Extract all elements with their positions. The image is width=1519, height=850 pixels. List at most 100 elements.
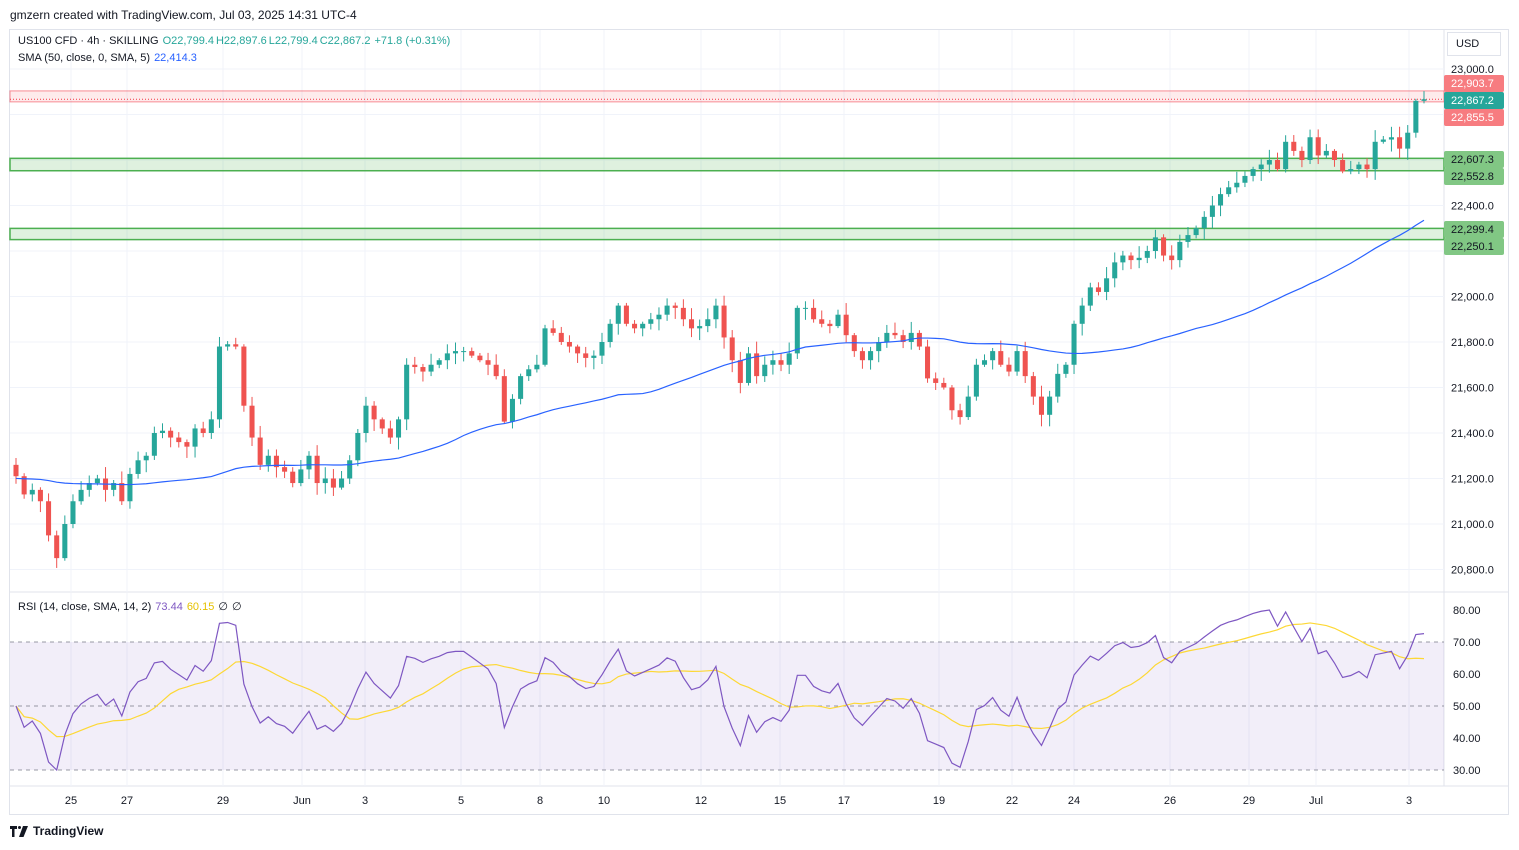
sma-legend: SMA (50, close, 0, SMA, 5) 22,414.3 — [18, 52, 201, 64]
candle-body — [420, 367, 426, 372]
candle-body — [1323, 150, 1329, 156]
support-zone — [9, 157, 1445, 172]
candle-body — [965, 396, 971, 418]
candle-body — [1258, 164, 1264, 170]
tradingview-brand: TradingView — [33, 824, 104, 838]
candle-body — [957, 410, 963, 418]
time-axis-label: 15 — [774, 795, 786, 807]
candle-body — [1226, 187, 1232, 195]
price-axis-label: 22,000.0 — [1451, 292, 1494, 304]
candle-body — [1291, 141, 1297, 151]
candle-body — [1413, 100, 1419, 133]
price-label-text: 22,903.7 — [1451, 78, 1494, 90]
candle-body — [1071, 323, 1077, 365]
candle-body — [892, 332, 898, 336]
candle-body — [1380, 139, 1386, 142]
tradingview-logo: TradingView — [10, 824, 103, 838]
candle-body — [159, 430, 166, 433]
candle-body — [859, 351, 865, 361]
rsi-axis-label: 80.00 — [1453, 605, 1481, 617]
candle-body — [273, 455, 279, 468]
candle-body — [1161, 237, 1167, 256]
candle-body — [1299, 150, 1305, 160]
ohlc-open: O22,799.4 — [162, 35, 214, 47]
candle-body — [721, 305, 727, 338]
candle-body — [469, 351, 475, 356]
candle-body — [900, 335, 906, 342]
candle-body — [225, 344, 231, 347]
price-label-text: 22,607.3 — [1451, 154, 1494, 166]
candle-body — [151, 433, 157, 456]
candle-body — [1030, 376, 1036, 397]
candle-body — [1307, 137, 1313, 160]
time-axis-label: 8 — [537, 795, 543, 807]
candle-body — [1372, 141, 1378, 170]
price-axis-label: 21,200.0 — [1451, 474, 1494, 486]
time-axis-label: 5 — [458, 795, 464, 807]
support-zone — [9, 227, 1445, 241]
candle-body — [1014, 351, 1020, 372]
candle-body — [623, 305, 629, 324]
candle-body — [1055, 373, 1061, 397]
candle-body — [135, 460, 141, 474]
candle-body — [371, 405, 377, 420]
price-axis-label: 21,000.0 — [1451, 519, 1494, 531]
rsi-extra-2: ∅ — [231, 601, 242, 613]
candle-body — [200, 428, 206, 433]
candle-body — [550, 328, 556, 333]
candle-body — [184, 442, 190, 447]
candle-body — [501, 376, 507, 422]
candle-body — [680, 307, 686, 320]
candle-body — [1242, 175, 1248, 183]
price-label-badge — [1444, 109, 1504, 126]
candle-body — [62, 524, 68, 559]
candle-body — [1209, 205, 1215, 217]
ohlc-change: +71.8 (+0.31%) — [374, 35, 451, 47]
candle-body — [566, 342, 572, 347]
tradingview-logo-icon — [10, 825, 28, 837]
rsi-line — [15, 609, 1425, 772]
candle-body — [111, 483, 117, 490]
candle-body — [843, 314, 849, 336]
price-label-text: 22,299.4 — [1451, 224, 1494, 236]
time-axis-label: 27 — [121, 795, 133, 807]
candle-body — [754, 353, 760, 377]
symbol-label[interactable]: US100 CFD · 4h · SKILLING — [18, 35, 159, 47]
candle-body — [819, 319, 825, 324]
candle-body — [477, 355, 483, 361]
price-label-badge — [1444, 168, 1504, 185]
price-axis-label: 20,800.0 — [1451, 565, 1494, 577]
time-axis-label: 25 — [65, 795, 77, 807]
candle-body — [648, 319, 654, 324]
price-axis-label: 22,400.0 — [1451, 201, 1494, 213]
candle-body — [916, 332, 922, 347]
candle-body — [835, 314, 841, 327]
candle-body — [444, 353, 450, 361]
candle-body — [599, 342, 605, 356]
candle-body — [395, 419, 402, 438]
candle-body — [1087, 287, 1093, 306]
candle-body — [1218, 194, 1224, 206]
time-axis-label: 10 — [598, 795, 610, 807]
candle-body — [1169, 255, 1175, 261]
candle-body — [632, 323, 638, 329]
candle-body — [37, 489, 43, 502]
candle-body — [485, 360, 491, 365]
candle-body — [1250, 169, 1256, 176]
candle-body — [1421, 99, 1427, 101]
candle-body — [542, 328, 548, 365]
candle-body — [257, 437, 263, 465]
candle-body — [518, 376, 524, 399]
rsi-label[interactable]: RSI (14, close, SMA, 14, 2) — [18, 601, 152, 613]
candle-body — [1364, 164, 1370, 170]
candle-body — [363, 405, 369, 433]
candle-body — [762, 364, 768, 377]
chart-frame — [9, 29, 1509, 815]
sma-label[interactable]: SMA (50, close, 0, SMA, 5) — [18, 52, 151, 64]
candle-body — [1274, 160, 1281, 170]
candle-body — [713, 305, 719, 320]
candle-body — [29, 489, 35, 495]
currency-selector[interactable]: USD — [1447, 32, 1501, 56]
candle-body — [1095, 287, 1101, 292]
